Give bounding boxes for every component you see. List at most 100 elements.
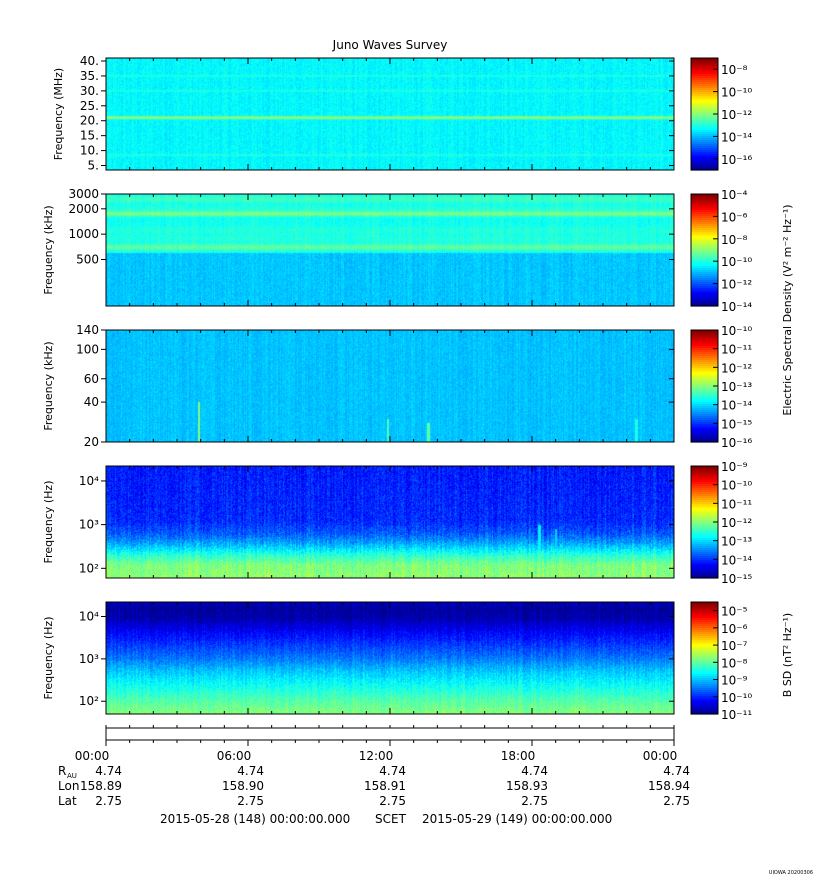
colorbar-tick-label: 10⁻¹³ (721, 380, 752, 394)
colorbar-tick-label: 10⁻⁸ (721, 63, 748, 77)
y-tick-label: 140 (76, 323, 99, 337)
colorbar-segment (691, 686, 718, 689)
colorbar-segment (691, 474, 718, 477)
colorbar-tick-label: 10⁻¹⁵ (721, 572, 752, 586)
colorbar-segment (691, 144, 718, 147)
colorbar-segment (691, 656, 718, 659)
ephemeris-value: 158.90 (222, 779, 264, 793)
colorbar-segment (691, 234, 718, 237)
colorbar-tick-label: 10⁻¹² (721, 278, 752, 292)
colorbar-segment (691, 240, 718, 243)
colorbar-segment (691, 198, 718, 201)
colorbar-segment (691, 678, 718, 681)
colorbar-segment (691, 366, 718, 369)
colorbar-segment (691, 162, 718, 165)
colorbar-segment (691, 630, 718, 633)
colorbar-segment (691, 692, 718, 695)
ephemeris-value: 4.74 (237, 764, 264, 778)
colorbar-segment (691, 268, 718, 271)
colorbar-segment (691, 496, 718, 499)
colorbar-segment (691, 376, 718, 379)
y-tick-label: 30. (80, 84, 99, 98)
colorbar-segment (691, 526, 718, 529)
spectrogram-image (106, 466, 674, 578)
colorbar-segment (691, 108, 718, 111)
colorbar-segment (691, 614, 718, 617)
colorbar-segment (691, 146, 718, 149)
ephemeris-label: Lat (58, 794, 77, 808)
colorbar-segment (691, 700, 718, 703)
colorbar-segment (691, 284, 718, 287)
colorbar-tick-label: 10⁻¹¹ (721, 497, 752, 511)
colorbar-segment (691, 124, 718, 127)
colorbar-tick-label: 10⁻¹² (721, 361, 752, 375)
y-axis-label: Frequency (Hz) (42, 617, 55, 700)
colorbar-segment (691, 388, 718, 391)
colorbar-segment (691, 414, 718, 417)
colorbar-segment (691, 106, 718, 109)
colorbar-segment (691, 552, 718, 555)
spectrogram-image (106, 194, 674, 306)
colorbar-segment (691, 350, 718, 353)
colorbar-tick-label: 10⁻¹¹ (721, 708, 752, 722)
time-axis: 00:00 06:00 12:00 18:00 00:00 R AU 4.74 4.74 4.74… (58, 725, 690, 826)
range-end: 2015-05-29 (149) 00:00:00.000 (422, 812, 612, 826)
ephemeris-value: 158.93 (506, 779, 548, 793)
colorbar-segment (691, 524, 718, 527)
colorbar-segment (691, 86, 718, 89)
colorbar-segment (691, 140, 718, 143)
colorbar-segment (691, 556, 718, 559)
colorbar-segment (691, 112, 718, 115)
colorbar-segment (691, 76, 718, 79)
colorbar-segment (691, 396, 718, 399)
colorbar-segment (691, 84, 718, 87)
colorbar-segment (691, 226, 718, 229)
colorbar-segment (691, 168, 718, 171)
colorbar-segment (691, 418, 718, 421)
ephemeris-value: 2.75 (379, 794, 406, 808)
colorbar-segment (691, 260, 718, 263)
colorbar-segment (691, 610, 718, 613)
colorbar-segment (691, 434, 718, 437)
y-tick-label: 20. (80, 114, 99, 128)
colorbar-segment (691, 114, 718, 117)
time-tick-label: 00:00 (643, 749, 678, 763)
colorbar-segment (691, 532, 718, 535)
colorbar-segment (691, 360, 718, 363)
colorbar-segment (691, 136, 718, 139)
colorbar-segment (691, 494, 718, 497)
colorbar-segment (691, 506, 718, 509)
colorbar-segment (691, 646, 718, 649)
colorbar-segment (691, 230, 718, 233)
colorbar-segment (691, 344, 718, 347)
colorbar-5: 10⁻¹¹ 10⁻¹⁰ 10⁻⁹ 10⁻⁸ 10⁻⁷ 10⁻⁶ 10⁻⁵ (690, 601, 752, 722)
colorbar-segment (691, 220, 718, 223)
colorbar-segment (691, 374, 718, 377)
colorbar-segment (691, 602, 718, 605)
colorbar-segment (691, 550, 718, 553)
colorbar-segment (691, 702, 718, 705)
colorbar-segment (691, 78, 718, 81)
colorbar-segment (691, 392, 718, 395)
colorbar-segment (691, 534, 718, 537)
colorbar-segment (691, 224, 718, 227)
colorbar-segment (691, 340, 718, 343)
footer-stamp: UIOWA 20200306 (769, 870, 813, 876)
colorbar-segment (691, 302, 718, 305)
colorbar-segment (691, 486, 718, 489)
colorbar-segment (691, 278, 718, 281)
colorbar-segment (691, 650, 718, 653)
colorbar-segment (691, 514, 718, 517)
colorbar-segment (691, 358, 718, 361)
time-tick-label: 12:00 (359, 749, 394, 763)
colorbar-segment (691, 336, 718, 339)
colorbar-segment (691, 364, 718, 367)
colorbar-segment (691, 94, 718, 97)
colorbar-tick-label: 10⁻⁵ (721, 605, 748, 619)
colorbar-1: 10⁻¹⁶ 10⁻¹⁴ 10⁻¹² 10⁻¹⁰ 10⁻⁸ (690, 57, 752, 171)
colorbar-segment (691, 680, 718, 683)
y-tick-label: 10. (80, 144, 99, 158)
colorbar-segment (691, 138, 718, 141)
colorbar-tick-label: 10⁻¹⁰ (721, 86, 752, 100)
colorbar-segment (691, 402, 718, 405)
